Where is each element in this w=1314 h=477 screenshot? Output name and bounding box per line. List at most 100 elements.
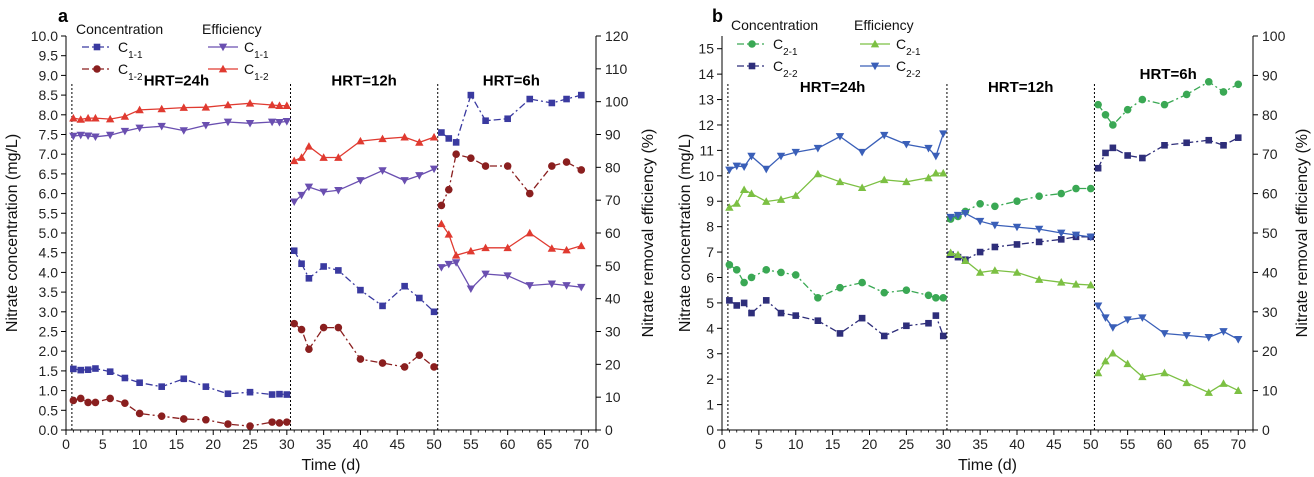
data-point (991, 243, 999, 251)
data-point (1219, 328, 1228, 336)
y-tick-label: 6 (706, 269, 714, 285)
data-point (1057, 189, 1066, 198)
x-tick-label: 35 (316, 436, 332, 452)
series-line (440, 223, 582, 257)
y-tick-label: 1.0 (39, 383, 59, 399)
data-point (283, 418, 291, 426)
data-point (939, 130, 948, 138)
data-point (1101, 111, 1110, 119)
data-point (932, 294, 940, 302)
data-point (356, 355, 365, 363)
data-point (739, 163, 749, 172)
data-point (400, 177, 409, 185)
data-point (776, 152, 786, 161)
data-point (1086, 280, 1095, 289)
y-tick-label: 1 (706, 397, 714, 413)
data-point (813, 169, 823, 178)
y-tick-label: 1.5 (39, 363, 59, 379)
data-point (1101, 356, 1110, 365)
data-point (1093, 302, 1103, 311)
data-point (136, 379, 143, 387)
y2-tick-label: 80 (605, 159, 621, 175)
data-point (835, 177, 845, 186)
data-point (1012, 223, 1022, 232)
data-point (282, 118, 292, 126)
y-tick-label: 3.0 (39, 304, 59, 320)
legend-label: C1-2 (244, 61, 269, 83)
data-point (880, 288, 889, 297)
data-point (1161, 142, 1168, 149)
data-point (1071, 231, 1081, 240)
data-point (1094, 100, 1102, 109)
data-point (1160, 100, 1169, 109)
data-point (106, 394, 114, 403)
data-point (1139, 154, 1146, 162)
data-point (726, 297, 733, 304)
data-point (121, 399, 129, 408)
y2-tick-label: 10 (605, 389, 621, 405)
data-point (400, 132, 409, 141)
x-tick-label: 25 (899, 436, 915, 452)
data-point (298, 260, 305, 268)
legend-title-concentration: Concentration (731, 17, 818, 33)
data-point (526, 95, 534, 103)
data-point (1123, 359, 1132, 368)
y-tick-label: 5.5 (39, 205, 59, 221)
data-point (836, 283, 844, 292)
y-tick-label: 14 (698, 66, 714, 82)
data-point (1013, 197, 1021, 206)
data-point (444, 230, 453, 238)
data-point (991, 202, 999, 211)
data-point (1034, 225, 1044, 234)
hrt-label: HRT=24h (144, 72, 209, 89)
data-point (276, 390, 283, 398)
data-point (305, 345, 313, 354)
y-tick-label: 3 (706, 346, 714, 362)
y-tick-label: 8.0 (39, 107, 59, 123)
data-point (858, 314, 866, 322)
y2-tick-label: 120 (605, 28, 629, 44)
data-point (776, 195, 786, 203)
data-point (76, 115, 85, 123)
data-point (304, 142, 314, 150)
y2-tick-label: 70 (1262, 146, 1278, 162)
data-point (747, 152, 756, 161)
data-point (282, 101, 292, 109)
data-point (547, 244, 557, 252)
data-point (83, 113, 93, 122)
data-point (105, 131, 115, 140)
data-point (135, 409, 144, 418)
data-point (121, 374, 129, 382)
hrt-label: HRT=24h (800, 79, 865, 96)
data-point (1013, 241, 1021, 248)
data-point (290, 247, 298, 255)
data-point (467, 91, 475, 99)
y-tick-label: 8.5 (39, 87, 59, 103)
legend-label: C1-2 (118, 61, 143, 83)
y-tick-label: 12 (698, 117, 714, 133)
data-point (562, 282, 571, 290)
data-point (91, 113, 100, 122)
data-point (157, 104, 166, 113)
data-point (283, 391, 291, 398)
data-point (83, 132, 93, 141)
y2-tick-label: 40 (605, 291, 621, 307)
x-axis-label: Time (d) (302, 457, 361, 474)
data-point (69, 113, 78, 122)
y2-tick-label: 30 (605, 324, 621, 340)
data-point (180, 375, 188, 383)
data-point (76, 394, 85, 403)
data-point (437, 264, 446, 272)
y2-tick-label: 110 (605, 61, 628, 77)
data-point (105, 114, 115, 123)
data-point (245, 99, 255, 107)
data-point (925, 319, 932, 327)
data-point (946, 213, 955, 222)
y-tick-label: 5 (706, 295, 714, 311)
data-point (437, 201, 446, 210)
y-tick-label: 7.0 (39, 146, 59, 162)
data-point (792, 312, 800, 319)
y-tick-label: 2 (706, 371, 714, 387)
data-point (732, 199, 741, 207)
y2-tick-label: 60 (1262, 186, 1278, 202)
